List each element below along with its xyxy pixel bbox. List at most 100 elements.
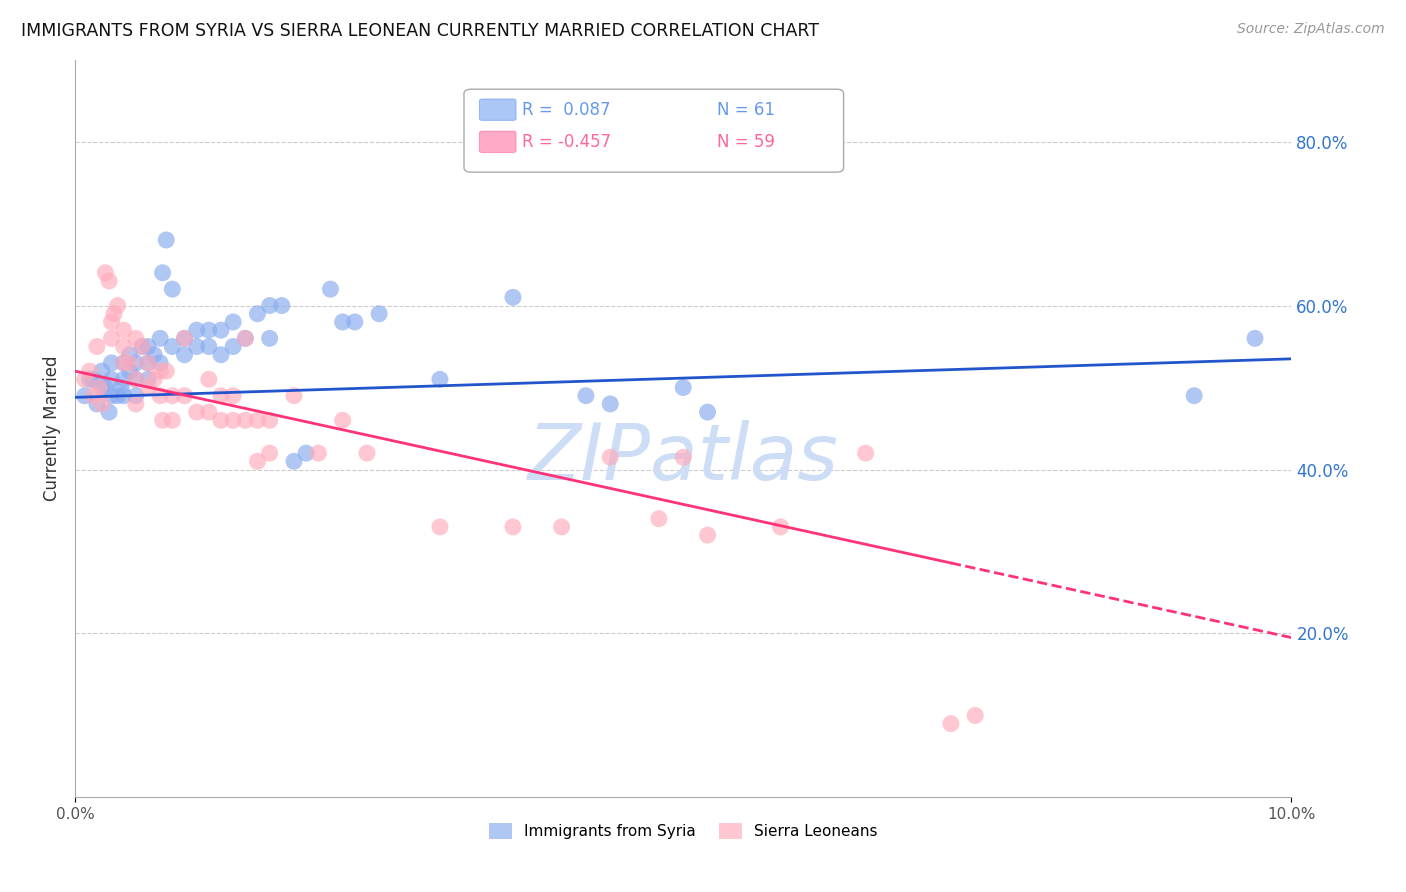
Point <box>79 372 101 386</box>
Text: Source: ZipAtlas.com: Source: ZipAtlas.com <box>1237 22 1385 37</box>
Point <box>368 307 391 321</box>
Text: N = 59: N = 59 <box>717 133 775 151</box>
Point <box>82 389 104 403</box>
Legend: Immigrants from Syria, Sierra Leoneans: Immigrants from Syria, Sierra Leoneans <box>482 817 883 845</box>
Point <box>1244 331 1267 345</box>
Point <box>90 397 112 411</box>
Point <box>648 512 671 526</box>
Point <box>173 331 195 345</box>
Point <box>1182 389 1205 403</box>
Point <box>100 356 122 370</box>
Point <box>107 299 129 313</box>
Point <box>149 364 172 378</box>
Point <box>149 356 172 370</box>
Point <box>270 299 292 313</box>
Point <box>173 348 195 362</box>
Point <box>332 315 354 329</box>
Point <box>696 528 718 542</box>
Point <box>599 450 621 465</box>
Point <box>233 331 256 345</box>
Point <box>100 372 122 386</box>
Point <box>118 348 141 362</box>
Point <box>672 380 695 394</box>
Point <box>672 450 695 465</box>
Point <box>125 356 148 370</box>
Point <box>100 331 122 345</box>
Point <box>107 389 129 403</box>
Point <box>186 405 208 419</box>
Point <box>769 520 792 534</box>
Point <box>125 397 148 411</box>
Point <box>222 339 245 353</box>
Point <box>599 397 621 411</box>
Point <box>112 356 135 370</box>
Point <box>82 372 104 386</box>
Point <box>283 389 305 403</box>
Point <box>143 348 166 362</box>
Point <box>79 364 101 378</box>
Point <box>112 323 135 337</box>
Text: N = 61: N = 61 <box>717 101 775 119</box>
Point <box>112 389 135 403</box>
Point <box>100 315 122 329</box>
Y-axis label: Currently Married: Currently Married <box>44 356 60 501</box>
Point <box>295 446 318 460</box>
Point <box>112 356 135 370</box>
Point <box>198 339 221 353</box>
Point <box>307 446 329 460</box>
Point <box>173 389 195 403</box>
Point <box>136 339 159 353</box>
Point <box>246 307 269 321</box>
Point <box>186 323 208 337</box>
Point <box>131 339 153 353</box>
Point <box>965 708 987 723</box>
Text: IMMIGRANTS FROM SYRIA VS SIERRA LEONEAN CURRENTLY MARRIED CORRELATION CHART: IMMIGRANTS FROM SYRIA VS SIERRA LEONEAN … <box>21 22 820 40</box>
Point <box>90 364 112 378</box>
Point <box>209 348 232 362</box>
Point <box>233 413 256 427</box>
Point <box>356 446 378 460</box>
Point <box>429 372 451 386</box>
Point <box>155 233 177 247</box>
Point <box>162 282 184 296</box>
Point <box>100 389 122 403</box>
Point <box>343 315 366 329</box>
Point <box>222 413 245 427</box>
Point <box>283 454 305 468</box>
Point <box>173 331 195 345</box>
Point <box>98 274 121 288</box>
Point <box>222 389 245 403</box>
Point <box>259 413 281 427</box>
Point <box>112 339 135 353</box>
Point <box>319 282 342 296</box>
Point <box>86 339 108 353</box>
Point <box>118 356 141 370</box>
Point <box>152 266 174 280</box>
Point <box>696 405 718 419</box>
Point <box>90 380 112 394</box>
Text: R =  0.087: R = 0.087 <box>522 101 610 119</box>
Point <box>939 716 962 731</box>
Point <box>86 397 108 411</box>
Point <box>118 364 141 378</box>
Point <box>143 372 166 386</box>
Point <box>550 520 572 534</box>
Point <box>198 405 221 419</box>
Point <box>429 520 451 534</box>
Point <box>259 446 281 460</box>
Point <box>131 339 153 353</box>
Text: ZIPatlas: ZIPatlas <box>527 420 838 496</box>
Point <box>502 520 524 534</box>
Point <box>162 339 184 353</box>
Text: R = -0.457: R = -0.457 <box>522 133 610 151</box>
Point <box>125 331 148 345</box>
Point <box>155 364 177 378</box>
Point <box>855 446 877 460</box>
Point <box>125 372 148 386</box>
Point <box>162 389 184 403</box>
Point <box>89 380 111 394</box>
Point <box>94 380 117 394</box>
Point <box>125 372 148 386</box>
Point <box>112 372 135 386</box>
Point <box>110 380 132 394</box>
